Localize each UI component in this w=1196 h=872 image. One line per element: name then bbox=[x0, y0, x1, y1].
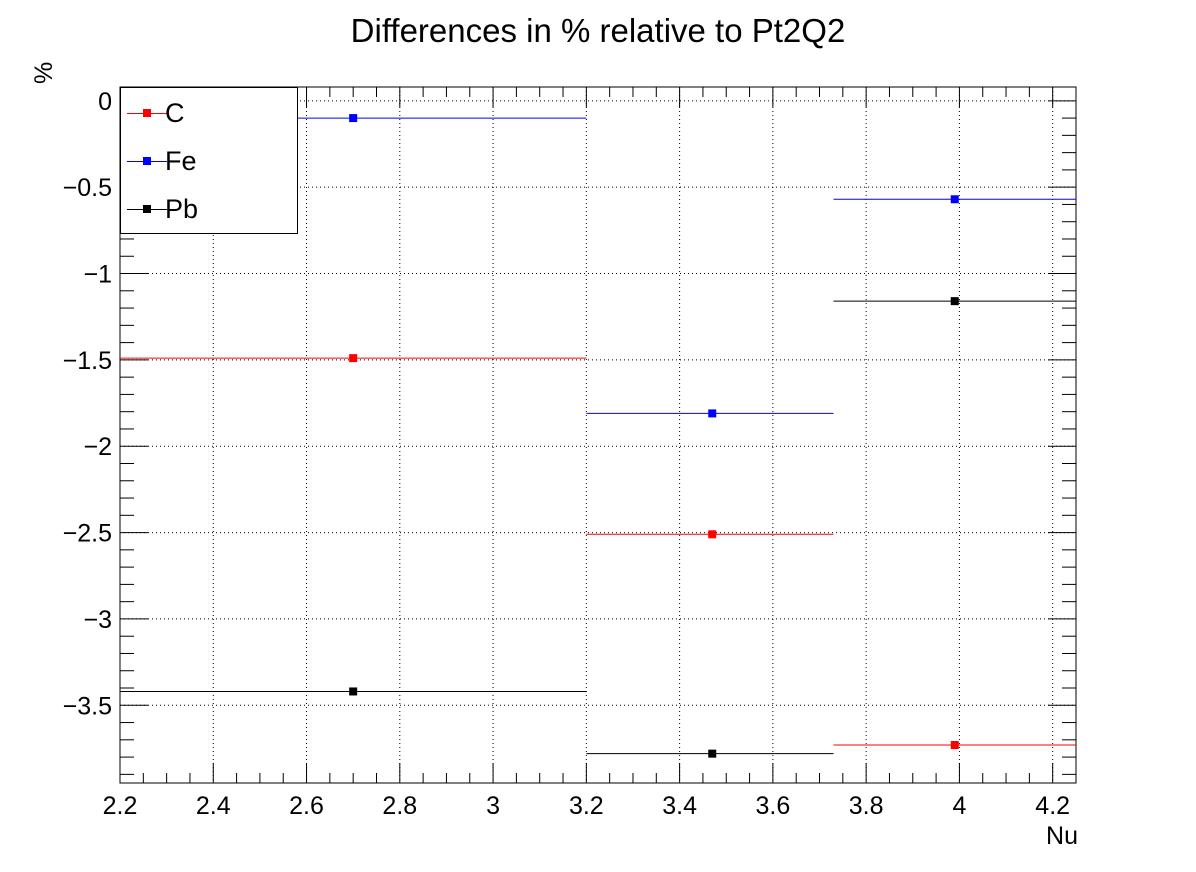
legend-label-fe: Fe bbox=[165, 146, 197, 176]
x-tick-label: 3.4 bbox=[662, 792, 697, 820]
plot-frame bbox=[119, 86, 1077, 784]
legend-marker-fe bbox=[143, 157, 151, 165]
y-tick-label: −3.5 bbox=[63, 692, 112, 720]
legend-entry-c: C bbox=[121, 94, 299, 134]
x-axis-label: Nu bbox=[1046, 822, 1078, 850]
data-point-fe bbox=[708, 409, 717, 418]
x-tick-label: 4 bbox=[952, 792, 966, 820]
x-tick-label: 2.4 bbox=[196, 792, 231, 820]
x-tick-label: 4.2 bbox=[1035, 792, 1070, 820]
y-tick-label: −1.5 bbox=[63, 347, 112, 375]
x-tick-label: 2.6 bbox=[289, 792, 324, 820]
data-point-fe bbox=[950, 195, 959, 204]
y-tick-label: −2 bbox=[83, 433, 112, 461]
x-tick-label: 2.8 bbox=[382, 792, 417, 820]
legend-label-pb: Pb bbox=[165, 194, 199, 224]
y-tick-label: −3 bbox=[83, 606, 112, 634]
x-tick-label: 3 bbox=[486, 792, 500, 820]
x-tick-label: 3.6 bbox=[755, 792, 790, 820]
legend-marker-pb bbox=[143, 205, 151, 213]
y-tick-label: −0.5 bbox=[63, 174, 112, 202]
x-tick-label: 3.2 bbox=[569, 792, 604, 820]
legend-entry-fe: Fe bbox=[121, 142, 299, 182]
chart-title: Differences in % relative to Pt2Q2 bbox=[350, 12, 846, 49]
x-tick-label: 2.2 bbox=[103, 792, 138, 820]
data-point-pb bbox=[950, 297, 959, 306]
data-point-pb bbox=[349, 687, 358, 696]
data-point-fe bbox=[349, 114, 358, 123]
x-tick-label: 3.8 bbox=[849, 792, 884, 820]
y-tick-label: −2.5 bbox=[63, 520, 112, 548]
data-point-c bbox=[708, 530, 717, 539]
y-tick-label: −1 bbox=[83, 261, 112, 289]
data-point-c bbox=[349, 354, 358, 363]
legend-entry-pb: Pb bbox=[121, 190, 299, 230]
legend: C Fe Pb bbox=[120, 87, 298, 234]
legend-marker-c bbox=[143, 109, 151, 117]
legend-label-c: C bbox=[165, 98, 185, 128]
data-point-pb bbox=[708, 749, 717, 758]
data-point-c bbox=[950, 741, 959, 750]
y-tick-label: 0 bbox=[98, 88, 112, 116]
